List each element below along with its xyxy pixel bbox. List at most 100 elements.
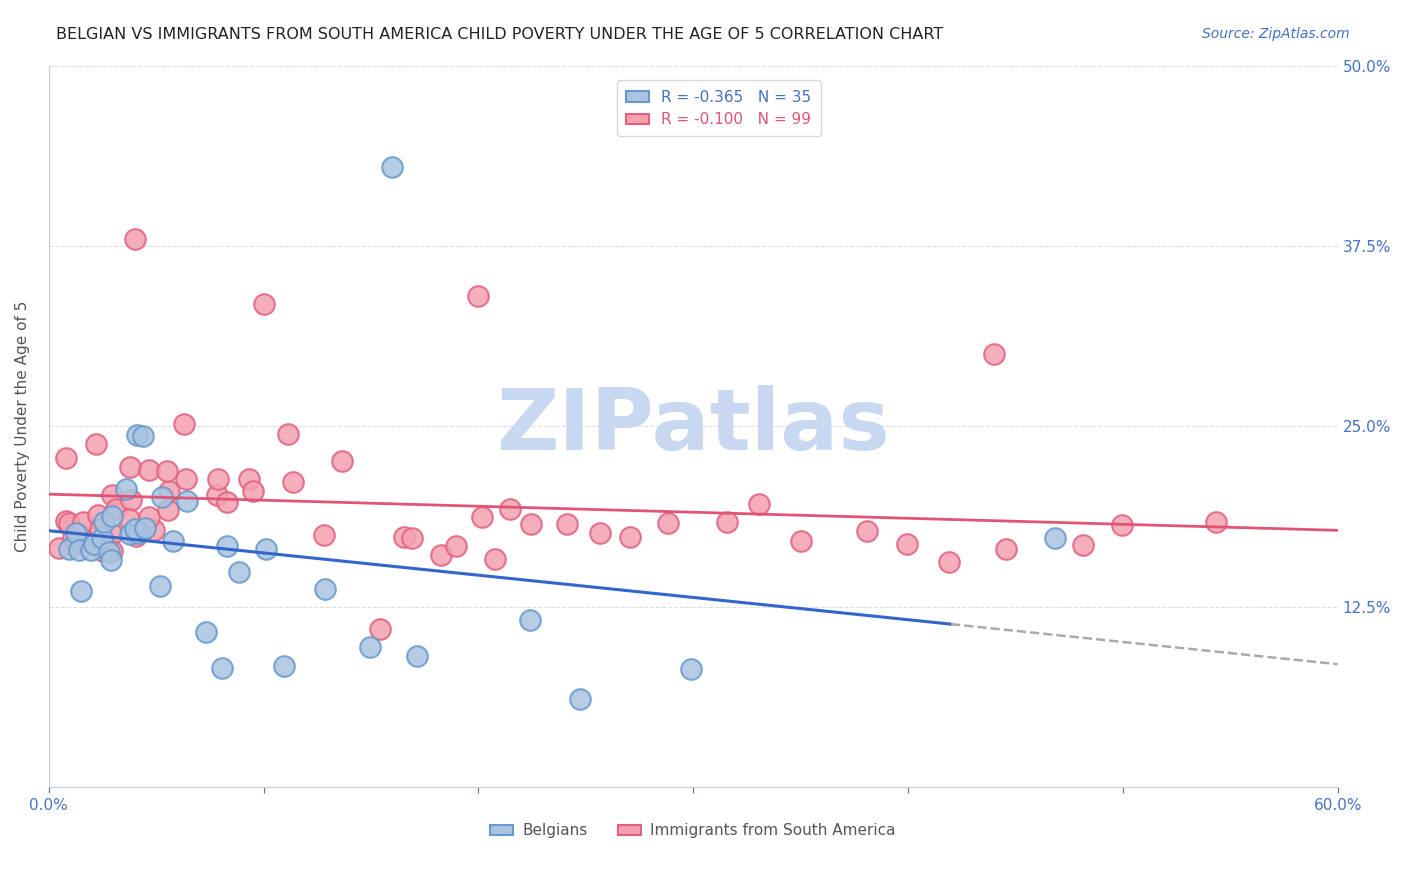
Point — [569, 692, 592, 706]
Point — [125, 529, 148, 543]
Point — [138, 463, 160, 477]
Y-axis label: Child Poverty Under the Age of 5: Child Poverty Under the Age of 5 — [15, 301, 30, 552]
Point — [1071, 538, 1094, 552]
Point — [138, 510, 160, 524]
Point — [401, 531, 423, 545]
Point — [70, 584, 93, 599]
Point — [519, 613, 541, 627]
Point — [150, 490, 173, 504]
Point — [120, 493, 142, 508]
Point — [555, 517, 578, 532]
Point — [87, 508, 110, 522]
Point — [65, 535, 87, 549]
Point — [748, 497, 770, 511]
Point — [114, 482, 136, 496]
Point — [173, 417, 195, 432]
Point — [174, 472, 197, 486]
Point — [62, 530, 84, 544]
Point — [406, 649, 429, 664]
Point — [273, 658, 295, 673]
Point — [101, 509, 124, 524]
Point — [55, 514, 77, 528]
Point — [194, 624, 217, 639]
Point — [101, 543, 124, 558]
Point — [252, 296, 274, 310]
Point — [1205, 515, 1227, 529]
Point — [176, 494, 198, 508]
Point — [983, 347, 1005, 361]
Point — [520, 517, 543, 532]
Text: BELGIAN VS IMMIGRANTS FROM SOUTH AMERICA CHILD POVERTY UNDER THE AGE OF 5 CORREL: BELGIAN VS IMMIGRANTS FROM SOUTH AMERICA… — [56, 27, 943, 42]
Point — [938, 555, 960, 569]
Point — [124, 522, 146, 536]
Point — [430, 549, 453, 563]
Point — [211, 661, 233, 675]
Point — [370, 623, 392, 637]
Point — [142, 523, 165, 537]
Point — [132, 429, 155, 443]
Point — [657, 516, 679, 531]
Point — [215, 495, 238, 509]
Point — [242, 484, 264, 499]
Point — [84, 437, 107, 451]
Point — [444, 539, 467, 553]
Text: Source: ZipAtlas.com: Source: ZipAtlas.com — [1202, 27, 1350, 41]
Point — [1111, 517, 1133, 532]
Point — [392, 530, 415, 544]
Point — [896, 536, 918, 550]
Point — [149, 579, 172, 593]
Point — [330, 453, 353, 467]
Point — [48, 541, 70, 556]
Point — [484, 552, 506, 566]
Point — [314, 582, 336, 597]
Point — [55, 450, 77, 465]
Point — [716, 515, 738, 529]
Point — [207, 472, 229, 486]
Point — [205, 488, 228, 502]
Point — [790, 534, 813, 549]
Point — [89, 522, 111, 536]
Point — [65, 525, 87, 540]
Point — [283, 475, 305, 489]
Point — [228, 565, 250, 579]
Point — [589, 526, 612, 541]
Point — [118, 460, 141, 475]
Point — [67, 526, 90, 541]
Point — [93, 544, 115, 558]
Point — [277, 427, 299, 442]
Point — [157, 483, 180, 498]
Point — [127, 428, 149, 442]
Legend: Belgians, Immigrants from South America: Belgians, Immigrants from South America — [484, 817, 903, 845]
Point — [855, 524, 877, 538]
Point — [58, 541, 80, 556]
Point — [467, 289, 489, 303]
Point — [162, 534, 184, 549]
Point — [124, 232, 146, 246]
Point — [101, 526, 124, 541]
Point — [118, 527, 141, 541]
Point — [97, 545, 120, 559]
Point — [381, 160, 404, 174]
Text: ZIPatlas: ZIPatlas — [496, 384, 890, 468]
Point — [67, 542, 90, 557]
Point — [127, 526, 149, 541]
Point — [238, 472, 260, 486]
Point — [91, 531, 114, 545]
Point — [72, 515, 94, 529]
Point — [104, 502, 127, 516]
Point — [619, 530, 641, 544]
Point — [93, 515, 115, 529]
Point — [995, 541, 1018, 556]
Point — [359, 640, 381, 654]
Point — [58, 516, 80, 530]
Point — [79, 542, 101, 557]
Point — [471, 510, 494, 524]
Point — [312, 528, 335, 542]
Point — [499, 502, 522, 516]
Point — [215, 539, 238, 553]
Point — [83, 537, 105, 551]
Point — [679, 662, 702, 676]
Point — [118, 511, 141, 525]
Point — [155, 464, 177, 478]
Point — [254, 541, 277, 556]
